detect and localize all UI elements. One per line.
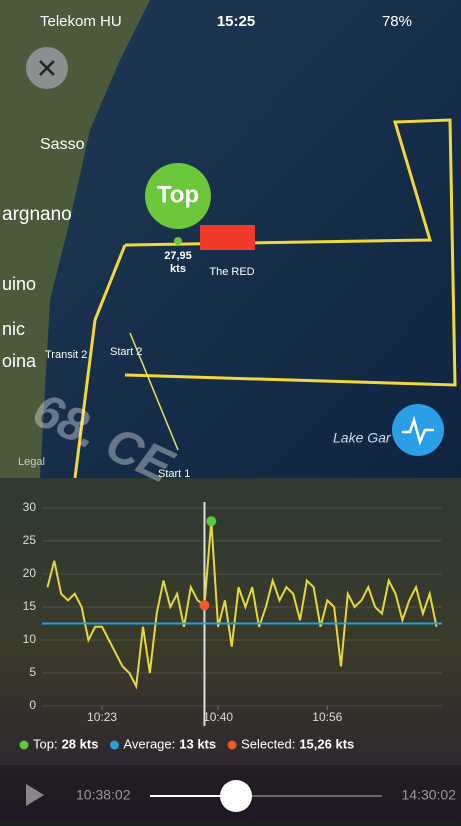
legend-dot	[20, 741, 29, 750]
top-point	[174, 237, 182, 245]
legal[interactable]: Legal	[18, 456, 45, 468]
screen: Telekom HU 15:25 78% Sasso argnano uino …	[0, 0, 461, 821]
y-tick-label: 25	[23, 533, 37, 547]
legend-dot	[228, 741, 237, 750]
legend-dot	[110, 741, 119, 750]
y-tick-label: 20	[23, 566, 37, 580]
y-tick-label: 5	[29, 665, 36, 679]
legend-label: Average:	[123, 736, 175, 751]
place: Sasso	[40, 136, 85, 153]
end-time: 14:30:02	[402, 787, 457, 803]
legend-value: 15,26 kts	[299, 736, 354, 751]
x-tick-label: 10:23	[87, 710, 117, 724]
legend-label: Top:	[33, 736, 58, 751]
legend: Top: 28 kts Average: 13 kts Selected: 15,26 k…	[20, 736, 355, 751]
boat-name: The RED	[209, 266, 254, 278]
mark: Start 1	[158, 468, 190, 480]
y-tick-label: 10	[23, 632, 37, 646]
top-point	[206, 516, 216, 526]
legend-value: 13 kts	[179, 736, 216, 751]
place: uino	[2, 274, 36, 294]
selected-point	[199, 600, 209, 610]
place: nic	[2, 319, 25, 339]
x-tick-label: 10:40	[203, 710, 233, 724]
x-tick-label: 10:56	[312, 710, 342, 724]
y-tick-label: 30	[23, 500, 37, 514]
y-tick-label: 0	[29, 698, 36, 712]
legend-label: Selected:	[241, 736, 295, 751]
start-time: 10:38:02	[76, 787, 131, 803]
top-unit: kts	[170, 263, 186, 275]
y-tick-label: 15	[23, 599, 37, 613]
legend-value: 28 kts	[62, 736, 99, 751]
mark: Transit 2	[45, 349, 87, 361]
mark: Start 2	[110, 346, 142, 358]
place: oina	[2, 351, 37, 371]
carrier: Telekom HU	[40, 13, 122, 30]
clock: 15:25	[217, 13, 255, 30]
top-badge-text: Top	[157, 181, 199, 208]
place: argnano	[2, 204, 72, 225]
boat-icon	[200, 225, 255, 250]
slider-thumb[interactable]	[220, 780, 252, 812]
battery: 78%	[382, 13, 412, 30]
top-speed: 27,95	[164, 250, 192, 262]
place: Lake Gar	[333, 430, 392, 446]
